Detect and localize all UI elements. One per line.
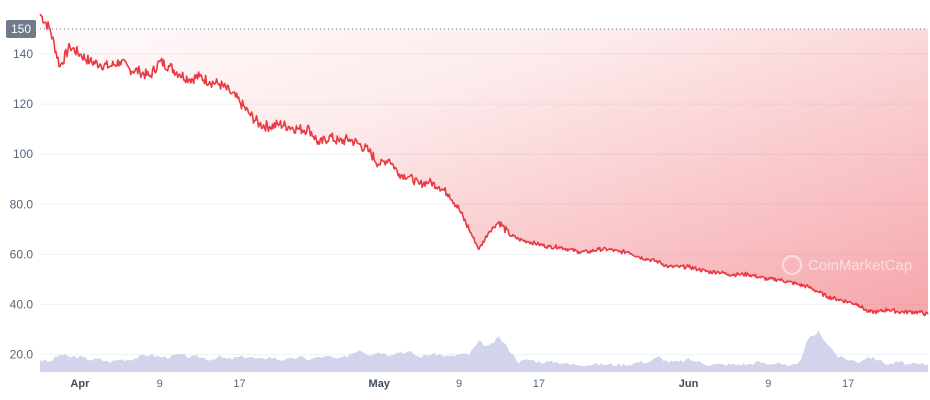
x-tick-label: 9 bbox=[765, 378, 771, 390]
volume-area bbox=[40, 330, 928, 372]
y-tick-label: 80.0 bbox=[10, 197, 34, 211]
x-tick-label: 17 bbox=[842, 378, 854, 390]
coinmarketcap-logo-icon bbox=[782, 255, 802, 275]
y-tick-label: 60.0 bbox=[10, 247, 34, 261]
price-area-fill bbox=[40, 14, 928, 316]
y-tick-label: 40.0 bbox=[10, 297, 34, 311]
x-tick-label: May bbox=[369, 378, 391, 390]
watermark-text: CoinMarketCap bbox=[808, 257, 912, 274]
price-series-line bbox=[39, 13, 929, 317]
x-tick-label: Jun bbox=[679, 378, 699, 390]
y-tick-label: 140 bbox=[13, 47, 33, 61]
x-tick-label: 9 bbox=[157, 378, 163, 390]
x-tick-label: Apr bbox=[70, 378, 90, 390]
x-tick-label: 9 bbox=[456, 378, 462, 390]
y-axis: 140 120 100 80.0 60.0 40.0 20.0 bbox=[10, 47, 34, 361]
reference-value-label: 150 bbox=[11, 22, 31, 36]
x-tick-label: 17 bbox=[533, 378, 545, 390]
volume-series bbox=[40, 330, 928, 372]
y-tick-label: 20.0 bbox=[10, 347, 34, 361]
reference-badge: 150 bbox=[6, 20, 36, 39]
y-tick-label: 100 bbox=[13, 147, 33, 161]
x-axis: Apr 9 17 May 9 17 Jun 9 17 bbox=[70, 378, 854, 390]
y-tick-label: 120 bbox=[13, 97, 33, 111]
x-tick-label: 17 bbox=[233, 378, 245, 390]
